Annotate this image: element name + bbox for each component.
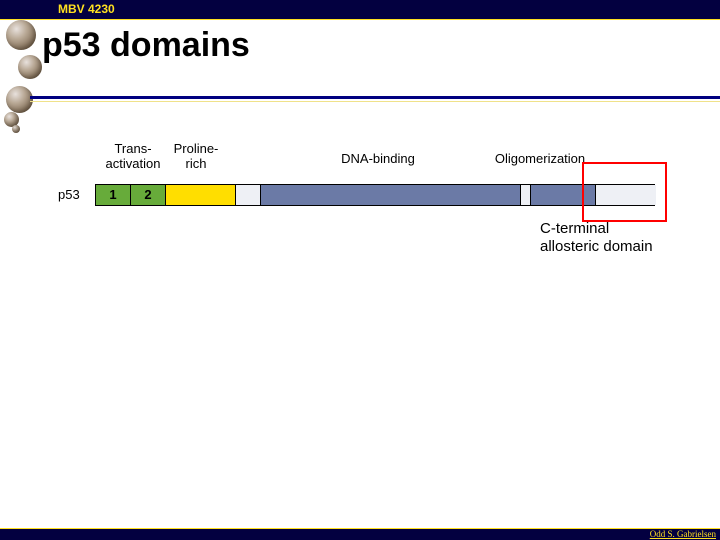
domain-label: Trans-activation (98, 142, 168, 172)
domain-labels-row: Trans-activationProline-richDNA-bindingO… (60, 142, 670, 180)
decor-sphere (18, 55, 42, 79)
domain-label: DNA-binding (328, 152, 428, 167)
decor-sphere (6, 20, 36, 50)
domain-label: Proline-rich (164, 142, 228, 172)
c-terminal-callout: C-terminal allosteric domain (540, 220, 653, 256)
callout-line1: C-terminal (540, 220, 609, 237)
callout-line2: allosteric domain (540, 238, 653, 255)
course-code: MBV 4230 (58, 2, 115, 16)
decor-sphere (12, 125, 20, 133)
domain-segment (236, 185, 261, 205)
protein-bar: 12 (95, 184, 655, 206)
footer-bar: Odd S. Gabrielsen (0, 528, 720, 540)
page-title: p53 domains (42, 26, 250, 65)
course-bar: MBV 4230 (0, 0, 720, 20)
decor-sphere (6, 86, 33, 113)
protein-name-label: p53 (58, 187, 80, 202)
c-terminal-highlight-box (582, 162, 667, 222)
title-underline-main (30, 96, 720, 99)
author-credit: Odd S. Gabrielsen (650, 529, 716, 539)
title-underline-light (30, 101, 720, 102)
domain-segment: 1 (96, 185, 131, 205)
domain-segment (261, 185, 521, 205)
domain-segment (521, 185, 531, 205)
domain-segment: 2 (131, 185, 166, 205)
domain-segment (166, 185, 236, 205)
